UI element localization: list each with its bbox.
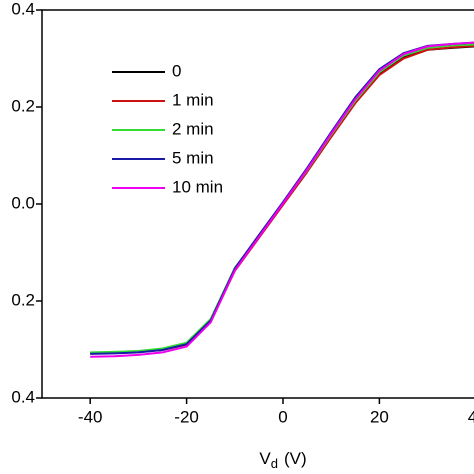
plot-frame xyxy=(41,9,474,399)
y-tick-label: 0.4 xyxy=(11,0,35,18)
series-line xyxy=(90,43,474,354)
y-tick-label: 0.4 xyxy=(11,387,35,406)
series-line xyxy=(90,41,474,358)
series-line xyxy=(90,41,474,355)
legend-label: 10 min xyxy=(172,177,223,196)
legend-label: 0 xyxy=(172,61,181,80)
x-tick-label: 20 xyxy=(370,407,389,426)
legend-label: 2 min xyxy=(172,119,214,138)
y-tick-label: 0.2 xyxy=(11,96,35,115)
x-label-sub: d xyxy=(271,456,278,471)
legend-label: 1 min xyxy=(172,90,214,109)
x-tick-label: 0 xyxy=(278,407,287,426)
x-label-unit: (V) xyxy=(284,449,307,468)
series-line xyxy=(90,44,474,355)
legend-label: 5 min xyxy=(172,148,214,167)
series-line xyxy=(90,45,474,354)
x-tick-label: 4 xyxy=(468,407,474,426)
x-tick-label: -20 xyxy=(174,407,199,426)
x-axis-label: Vd (V) xyxy=(259,449,306,471)
x-tick-label: -40 xyxy=(78,407,103,426)
x-label-main: V xyxy=(259,449,271,468)
y-tick-label: 0.2 xyxy=(11,290,35,309)
y-tick-label: 0.0 xyxy=(11,193,35,212)
